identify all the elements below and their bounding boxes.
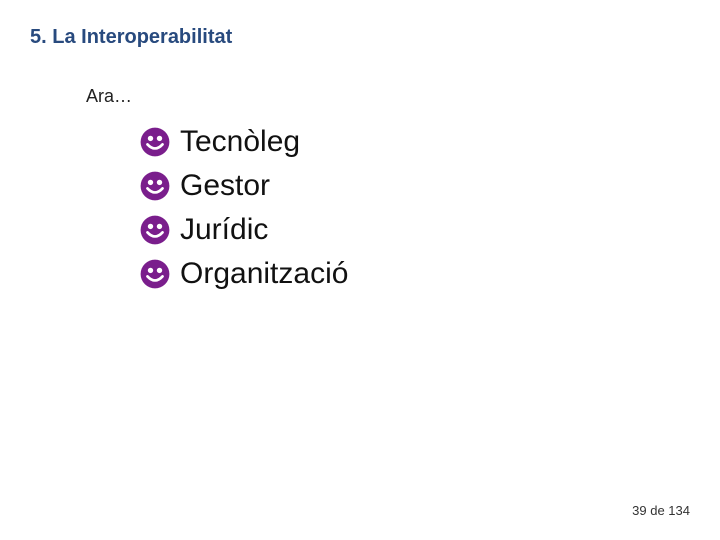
smiley-icon <box>140 127 170 157</box>
subheading: Ara… <box>86 86 132 107</box>
smiley-icon <box>140 259 170 289</box>
page-number: 39 de 134 <box>632 503 690 518</box>
list-item: Jurídic <box>140 208 348 252</box>
list-item-label: Gestor <box>180 169 270 203</box>
list-item: Tecnòleg <box>140 120 348 164</box>
list-item: Gestor <box>140 164 348 208</box>
smiley-icon <box>140 171 170 201</box>
section-heading: 5. La Interoperabilitat <box>30 26 232 49</box>
list-item-label: Jurídic <box>180 213 268 247</box>
list-item-label: Tecnòleg <box>180 125 300 159</box>
role-list: Tecnòleg Gestor Jurídic <box>140 120 348 296</box>
smiley-icon <box>140 215 170 245</box>
list-item-label: Organització <box>180 257 348 291</box>
list-item: Organització <box>140 252 348 296</box>
